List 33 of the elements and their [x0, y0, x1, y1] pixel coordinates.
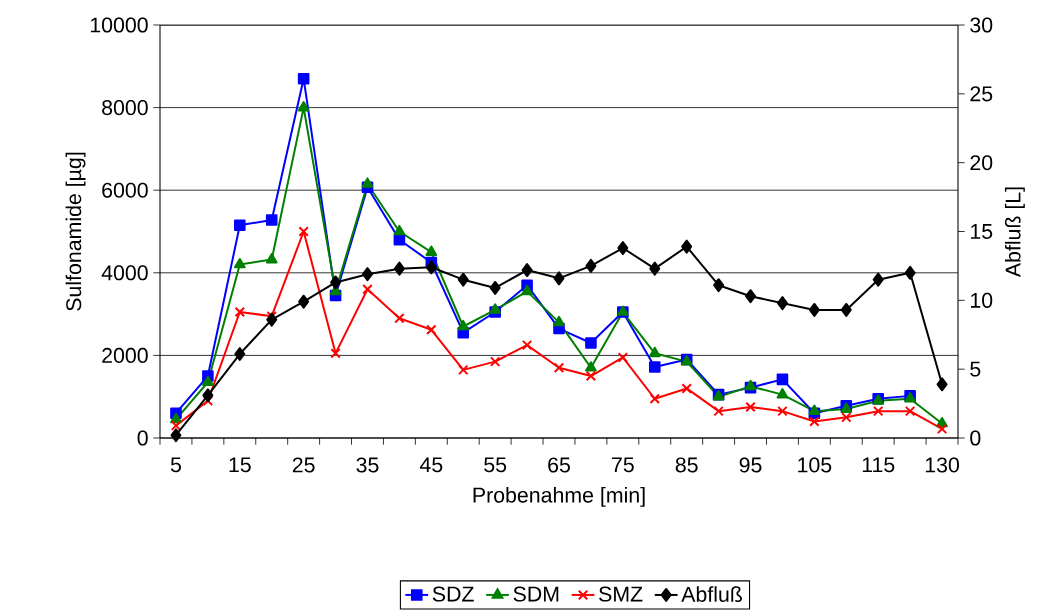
x-tick-label: 95: [739, 457, 762, 473]
y2-tick-label: 25: [970, 86, 993, 102]
x-tick-label: 5: [170, 457, 181, 473]
x-tick-label: 65: [548, 457, 570, 473]
y-tick-label: 2000: [102, 347, 148, 363]
y-tick-label: 0: [137, 430, 148, 446]
x-tick-label: 25: [292, 457, 315, 473]
y-tick-label: 8000: [102, 100, 148, 116]
y2-tick-label: 10: [971, 292, 993, 308]
x-tick-label: 75: [612, 457, 634, 473]
legend-label: SDM: [513, 586, 559, 602]
x-tick-label: 15: [229, 457, 251, 473]
x-tick-label: 130: [925, 457, 959, 473]
y-tick-label: 10000: [90, 17, 148, 33]
y-tick-label: 4000: [101, 265, 148, 281]
x-tick-label: 35: [356, 457, 379, 473]
x-axis-title: Probenahme [min]: [473, 486, 645, 507]
y-axis-title: Sulfonamide [µg]: [65, 152, 86, 311]
legend-label: Abfluß: [681, 586, 742, 602]
y-tick-label: 6000: [102, 182, 148, 198]
x-tick-label: 115: [862, 457, 895, 473]
x-tick-label: 45: [419, 457, 443, 473]
x-tick-label: 105: [798, 457, 832, 473]
y2-axis-title: Abfluß [L]: [1004, 187, 1025, 278]
y2-tick-label: 30: [970, 17, 993, 33]
y2-tick-label: 0: [970, 430, 981, 446]
legend-label: SMZ: [599, 586, 643, 602]
y2-tick-label: 5: [970, 361, 981, 377]
y2-tick-label: 15: [971, 224, 993, 239]
x-tick-label: 55: [484, 457, 507, 473]
legend-label: SDZ: [432, 586, 474, 602]
x-tick-label: 85: [675, 457, 698, 473]
y2-tick-label: 20: [970, 155, 993, 171]
